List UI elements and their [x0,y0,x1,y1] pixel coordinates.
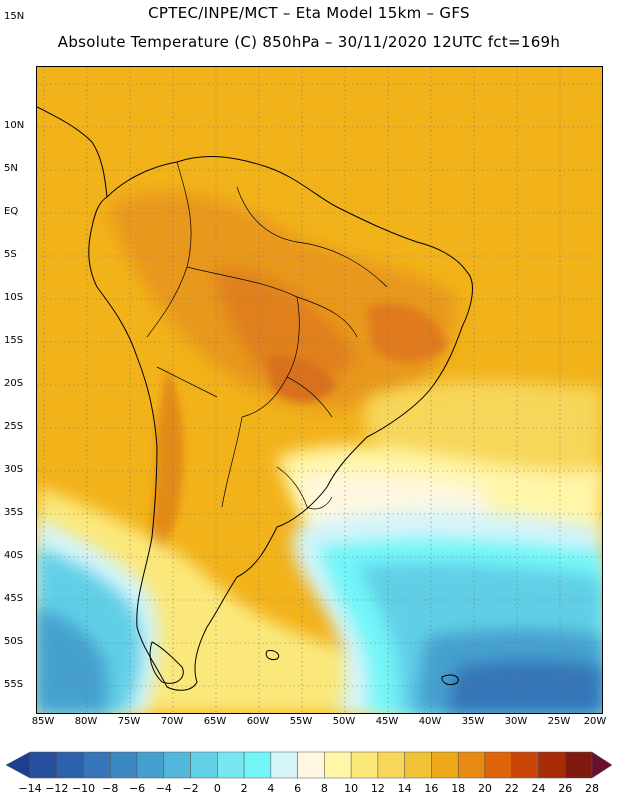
colorbar-swatch [56,751,84,779]
colorbar-swatch [511,751,539,779]
colorbar-tick-label: 24 [531,782,546,795]
colorbar-tick-label: 2 [240,782,248,795]
colorbar-swatch [457,751,486,779]
colorbar-swatch [110,751,138,779]
lat-label-35s: 35S [4,507,24,518]
lon-label-85w: 85W [31,716,55,727]
colorbar-tick-label: 28 [585,782,599,795]
lat-label-10n: 10N [4,120,25,131]
colorbar-tick-label: 10 [344,782,359,795]
colorbar-swatch [538,751,566,779]
lat-label-25s: 25S [4,421,24,432]
chart-title-line-2: Absolute Temperature (C) 850hPa – 30/11/… [57,33,561,51]
colorbar-tick-label: 22 [504,782,519,795]
country-borders [146,161,388,510]
colorbar-tick-label: 14 [397,782,412,795]
lat-label-45s: 45S [4,593,24,604]
colorbar-tick-label: 0 [213,782,221,795]
colorbar-tick-label: 26 [558,782,573,795]
lat-label-10s: 10S [4,292,24,303]
lon-label-50w: 50W [332,716,356,727]
lat-label-eq: EQ [4,206,19,217]
colorbar-arrow-high [591,751,613,779]
lat-label-20s: 20S [4,378,24,389]
colorbar-swatch [324,751,352,779]
lon-label-45w: 45W [375,716,399,727]
colorbar-swatch [404,751,432,779]
chart-title-line-1: CPTEC/INPE/MCT – Eta Model 15km – GFS [148,4,470,22]
colorbar-tick-label: −4 [155,782,172,795]
colorbar-swatch [190,751,218,779]
colorbar-tick-label: 12 [370,782,385,795]
lon-label-35w: 35W [461,716,485,727]
lat-label-15s: 15S [4,335,24,346]
colorbar-tick-label: 6 [294,782,302,795]
lon-label-70w: 70W [160,716,184,727]
colorbar-swatch [83,751,111,779]
temperature-map [36,66,603,714]
colorbar-swatch [350,751,379,779]
temperature-field [37,67,602,713]
coastlines [37,106,473,691]
lon-label-20w: 20W [583,716,607,727]
lon-label-40w: 40W [418,716,442,727]
lon-label-60w: 60W [246,716,270,727]
colorbar-swatch [243,751,272,779]
lon-label-25w: 25W [547,716,571,727]
lat-label-15n: 15N [4,11,25,22]
colorbar-swatch [484,751,512,779]
lat-label-55s: 55S [4,679,24,690]
colorbar-tick-label: 20 [477,782,492,795]
colorbar-tick-label: −14 [18,782,42,795]
colorbar-swatch [270,751,298,779]
colorbar-swatch [431,751,459,779]
colorbar-tick-label: −10 [71,782,96,795]
lat-label-30s: 30S [4,464,24,475]
colorbar-swatch [163,751,191,779]
colorbar-tick-label: 16 [424,782,439,795]
lat-label-5n: 5N [4,163,18,174]
lon-label-30w: 30W [504,716,528,727]
colorbar-tick-label: 18 [451,782,466,795]
colorbar-swatch [297,751,325,779]
colorbar-tick-label: −6 [128,782,146,795]
colorbar-swatch [136,751,165,779]
lat-label-40s: 40S [4,550,24,561]
colorbar-tick-label: −8 [102,782,119,795]
colorbar-swatch [29,751,58,779]
colorbar-swatch [377,751,405,779]
lon-label-65w: 65W [203,716,227,727]
map-canvas [37,67,602,713]
colorbar-tick-label: −12 [45,782,69,795]
colorbar [5,751,613,779]
lon-label-80w: 80W [74,716,98,727]
colorbar-tick-label: 8 [320,782,328,795]
lon-label-75w: 75W [117,716,141,727]
colorbar-tick-label: −2 [182,782,199,795]
colorbar-swatch [564,751,593,779]
lat-label-50s: 50S [4,636,24,647]
colorbar-arrow-low [5,751,31,779]
lat-label-5s: 5S [4,249,17,260]
lon-label-55w: 55W [289,716,313,727]
colorbar-tick-label: 4 [267,782,275,795]
colorbar-swatch [217,751,245,779]
